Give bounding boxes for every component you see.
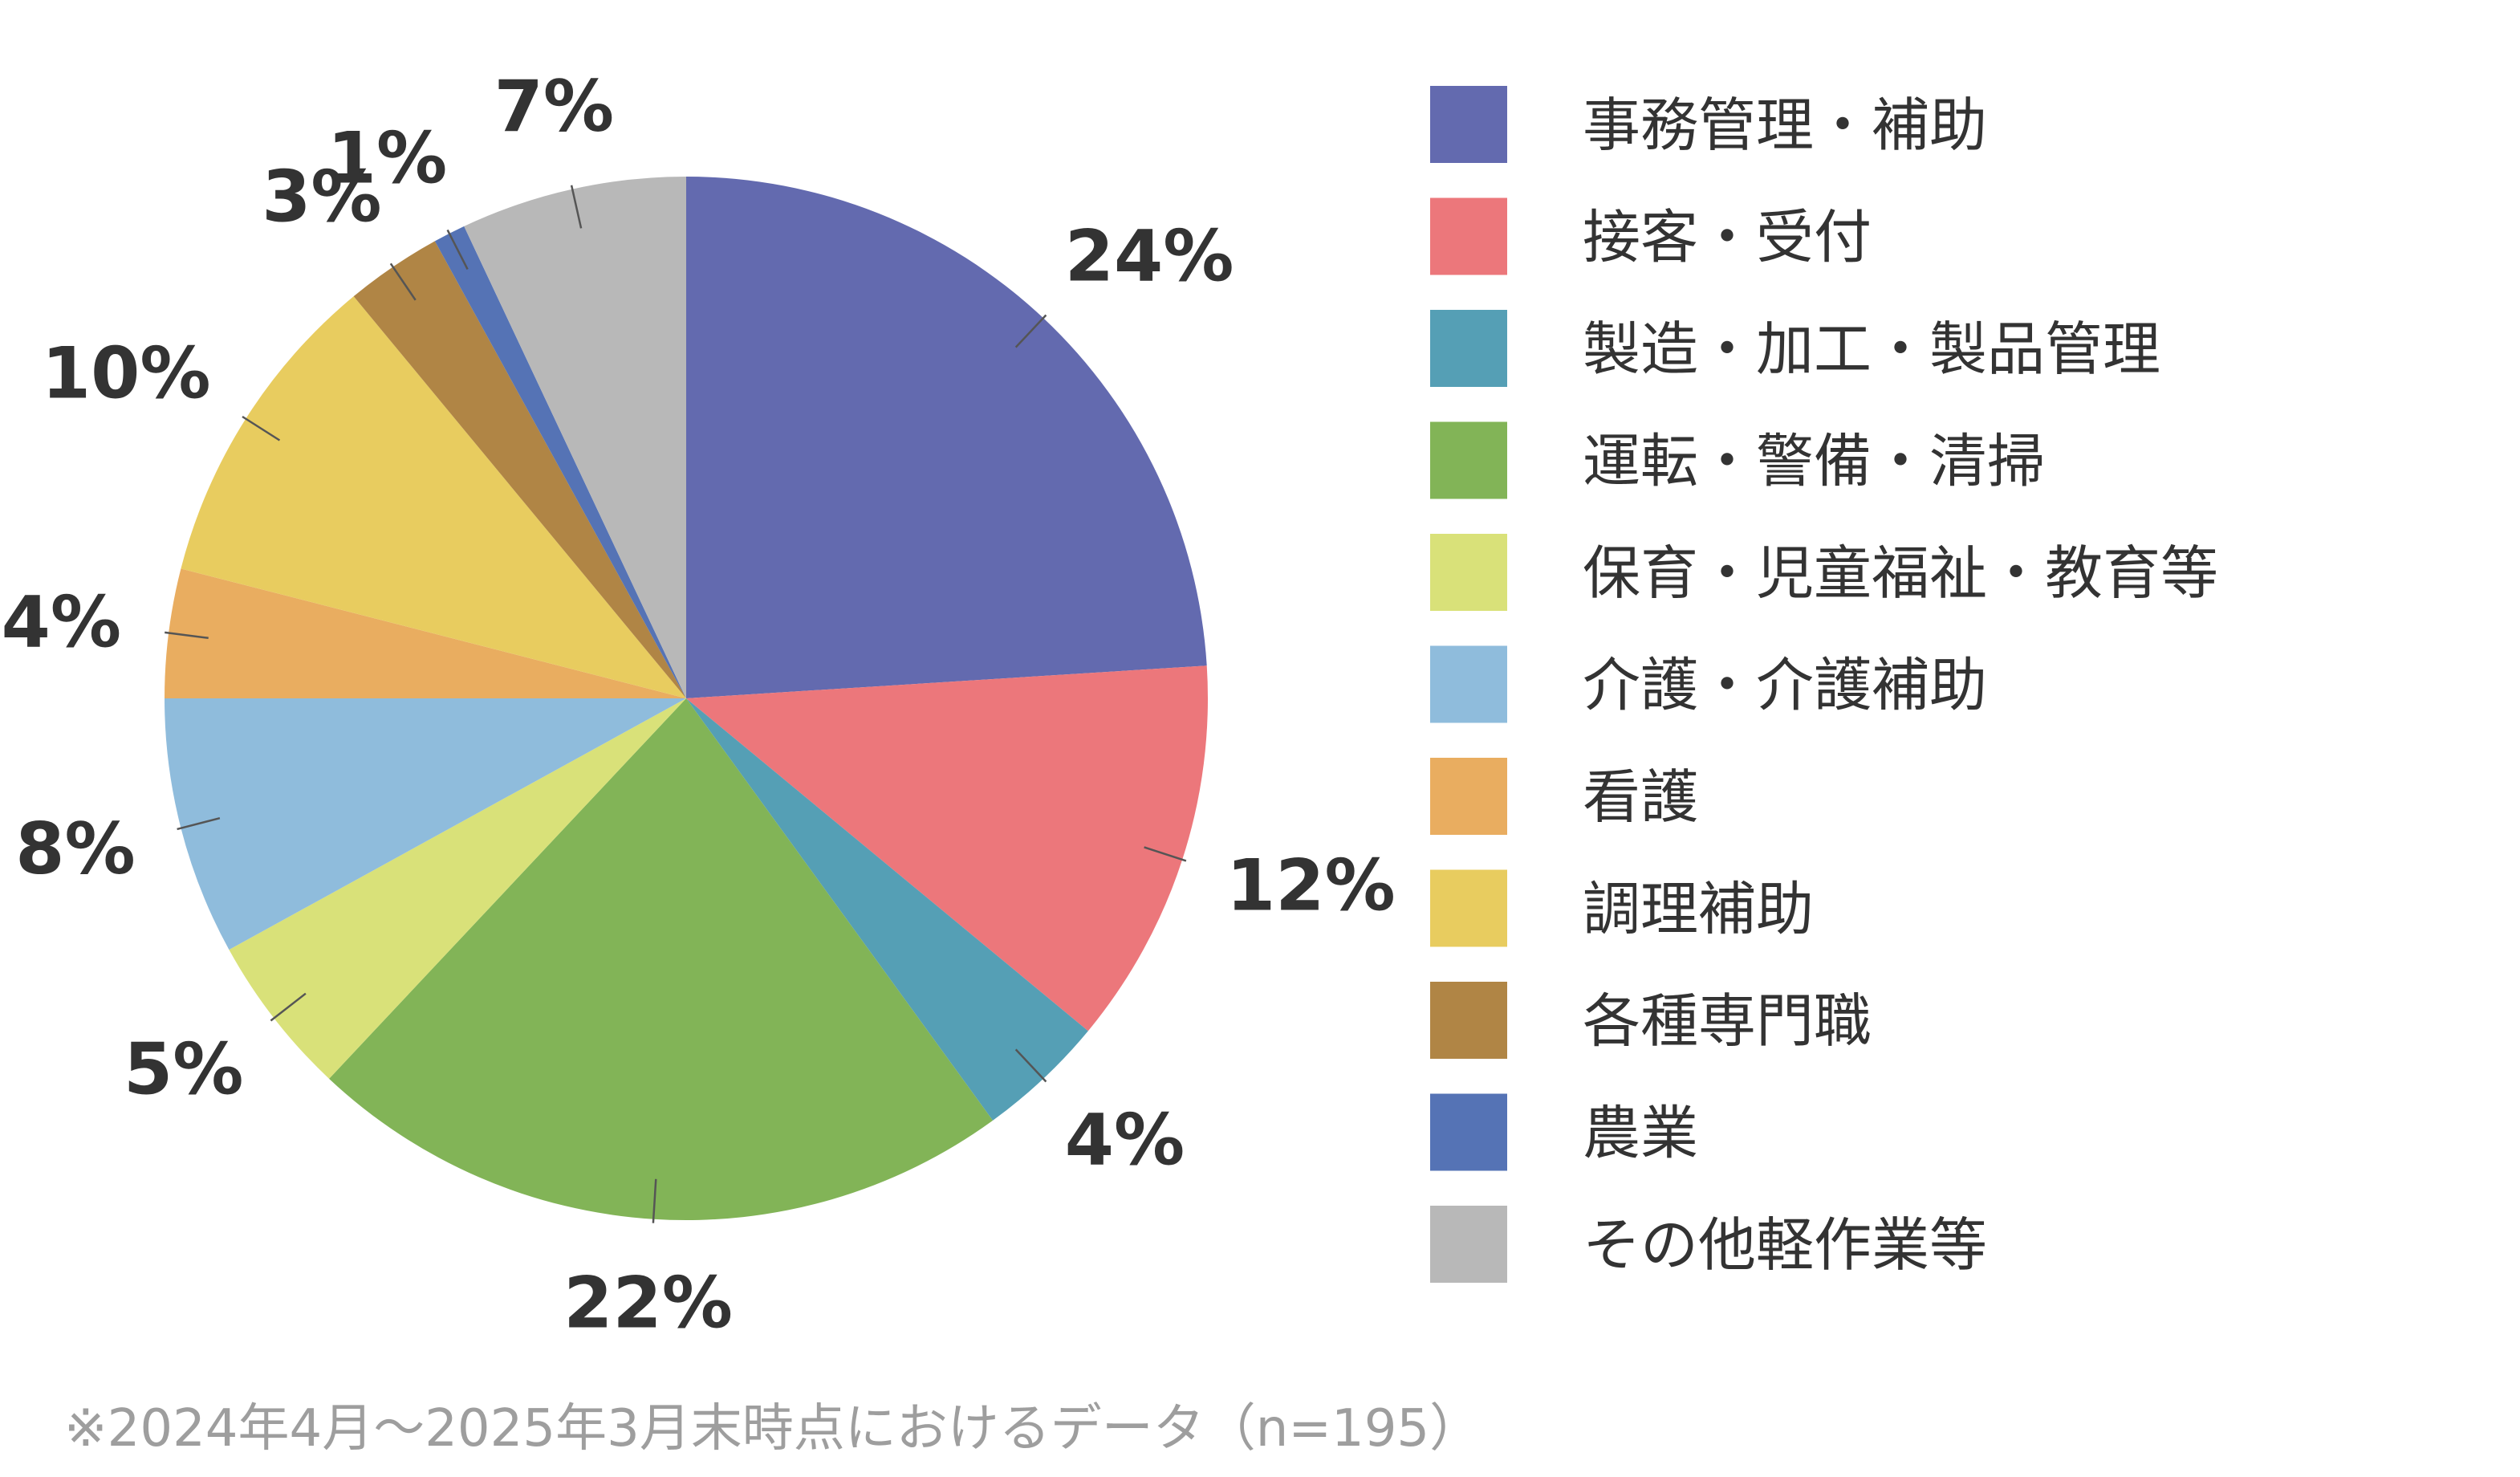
legend-swatch — [1430, 869, 1507, 947]
leader-lines — [165, 185, 1187, 1223]
footnote: ※2024年4月～2025年3月末時点におけるデータ（n=195） — [64, 1399, 1482, 1459]
legend-swatch — [1430, 197, 1507, 275]
legend-swatch — [1430, 1093, 1507, 1171]
pie-slice — [181, 296, 687, 698]
legend-label: 調理補助 — [1583, 876, 1814, 943]
legend-swatch — [1430, 86, 1507, 163]
leader-line — [446, 229, 469, 270]
pie-slice — [434, 226, 686, 698]
leader-line — [177, 816, 221, 831]
percent-label: 22% — [563, 1262, 733, 1345]
percent-label: 24% — [1065, 215, 1234, 298]
legend-label: 事務管理・補助 — [1583, 92, 1987, 159]
legend-label: 運転・警備・清掃 — [1583, 428, 2045, 495]
percent-label: 1% — [327, 116, 447, 199]
pie-slice — [165, 698, 686, 950]
pie-slice — [686, 177, 1207, 698]
legend-label: 各種専門職 — [1583, 987, 1872, 1055]
pie-slice — [686, 698, 1088, 1121]
legend-swatch — [1430, 1206, 1507, 1283]
legend-label: 製造・加工・製品管理 — [1583, 315, 2160, 383]
pie-slice — [686, 665, 1209, 1031]
percent-label: 5% — [124, 1028, 243, 1111]
percent-labels: 24% 12% 4% 22% 5% 8% 4% 10% 3%1% 7% — [2, 65, 1396, 1344]
legend: 事務管理・補助接客・受付製造・加工・製品管理運転・警備・清掃保育・児童福祉・教育… — [1430, 86, 2218, 1283]
leader-line — [270, 992, 307, 1022]
legend-label: 介護・介護補助 — [1583, 652, 1987, 719]
pie-slice — [164, 568, 686, 698]
leader-line — [242, 415, 281, 441]
percent-label: 4% — [1065, 1098, 1185, 1181]
percent-label: 7% — [494, 65, 614, 148]
legend-swatch — [1430, 758, 1507, 835]
legend-swatch — [1430, 645, 1507, 723]
legend-label: 農業 — [1583, 1100, 1698, 1167]
pie-slice — [353, 241, 686, 698]
legend-label: 看護 — [1583, 763, 1698, 831]
leader-line — [1144, 846, 1187, 862]
leader-line — [652, 1178, 657, 1223]
percent-label: 12% — [1226, 844, 1396, 926]
leader-line — [570, 185, 583, 229]
pie-slice — [229, 698, 686, 1079]
legend-label: 保育・児童福祉・教育等 — [1583, 539, 2218, 607]
pie-slice — [329, 698, 994, 1221]
percent-label: 8% — [15, 808, 135, 890]
pie-slices — [164, 177, 1209, 1221]
leader-line — [1014, 314, 1047, 348]
leader-line — [165, 631, 209, 640]
pie-slice — [464, 177, 686, 698]
legend-swatch — [1430, 534, 1507, 611]
leader-line — [389, 262, 417, 301]
legend-swatch — [1430, 310, 1507, 387]
legend-label: その他軽作業等 — [1583, 1211, 1987, 1279]
percent-label: 4% — [2, 580, 121, 663]
percent-label: 10% — [42, 332, 211, 415]
legend-label: 接客・受付 — [1583, 204, 1872, 271]
legend-swatch — [1430, 421, 1507, 499]
leader-line — [1014, 1048, 1047, 1083]
legend-swatch — [1430, 982, 1507, 1059]
percent-label: 3% — [262, 156, 381, 238]
